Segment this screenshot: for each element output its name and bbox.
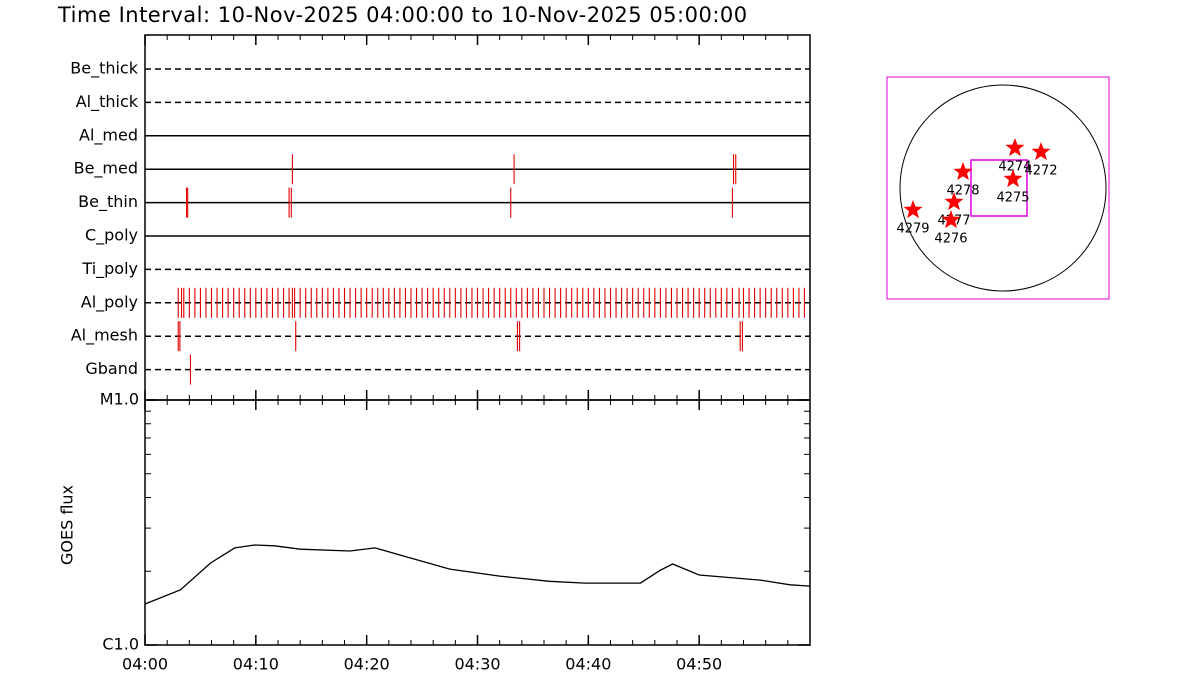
row-label: Al_thick <box>76 92 139 112</box>
region-star <box>1003 169 1023 188</box>
row-label: Al_poly <box>81 292 138 312</box>
solar-disk <box>899 84 1107 292</box>
x-tick-label: 04:30 <box>454 655 500 674</box>
row-label: Be_thick <box>70 59 138 79</box>
row-label: Be_thin <box>78 192 138 212</box>
x-tick-label: 04:50 <box>676 655 722 674</box>
map-frame <box>886 76 1110 300</box>
y-axis-label: GOES flux <box>58 485 77 565</box>
flux-frame <box>144 399 811 646</box>
row-label: Be_med <box>74 159 138 179</box>
region-label: 4272 <box>1024 163 1057 178</box>
region-star <box>1031 142 1051 161</box>
y-tick-label: M1.0 <box>100 390 139 409</box>
region-label: 4274 <box>998 160 1031 175</box>
timeline-frame <box>144 34 811 401</box>
row-label: Al_mesh <box>71 326 138 346</box>
region-star <box>953 162 973 180</box>
x-tick-label: 04:00 <box>122 655 168 674</box>
x-tick-label: 04:20 <box>344 655 390 674</box>
y-tick-label: C1.0 <box>102 635 139 654</box>
region-label: 4275 <box>996 191 1029 206</box>
region-label: 4276 <box>934 231 967 246</box>
region-star <box>903 200 923 219</box>
row-label: Al_med <box>79 125 138 145</box>
field-of-view <box>970 159 1028 217</box>
chart-title: Time Interval: 10-Nov-2025 04:00:00 to 1… <box>57 3 748 27</box>
x-tick-label: 04:40 <box>565 655 611 674</box>
row-label: C_poly <box>85 226 138 246</box>
region-label: 4278 <box>946 183 979 198</box>
flux-line <box>144 544 811 605</box>
row-label: Ti_poly <box>81 259 138 279</box>
x-tick-label: 04:10 <box>233 655 279 674</box>
row-label: Gband <box>85 359 138 378</box>
region-star <box>944 192 964 211</box>
region-star <box>1005 138 1025 157</box>
region-star <box>941 210 961 229</box>
region-label: 4279 <box>896 221 929 236</box>
